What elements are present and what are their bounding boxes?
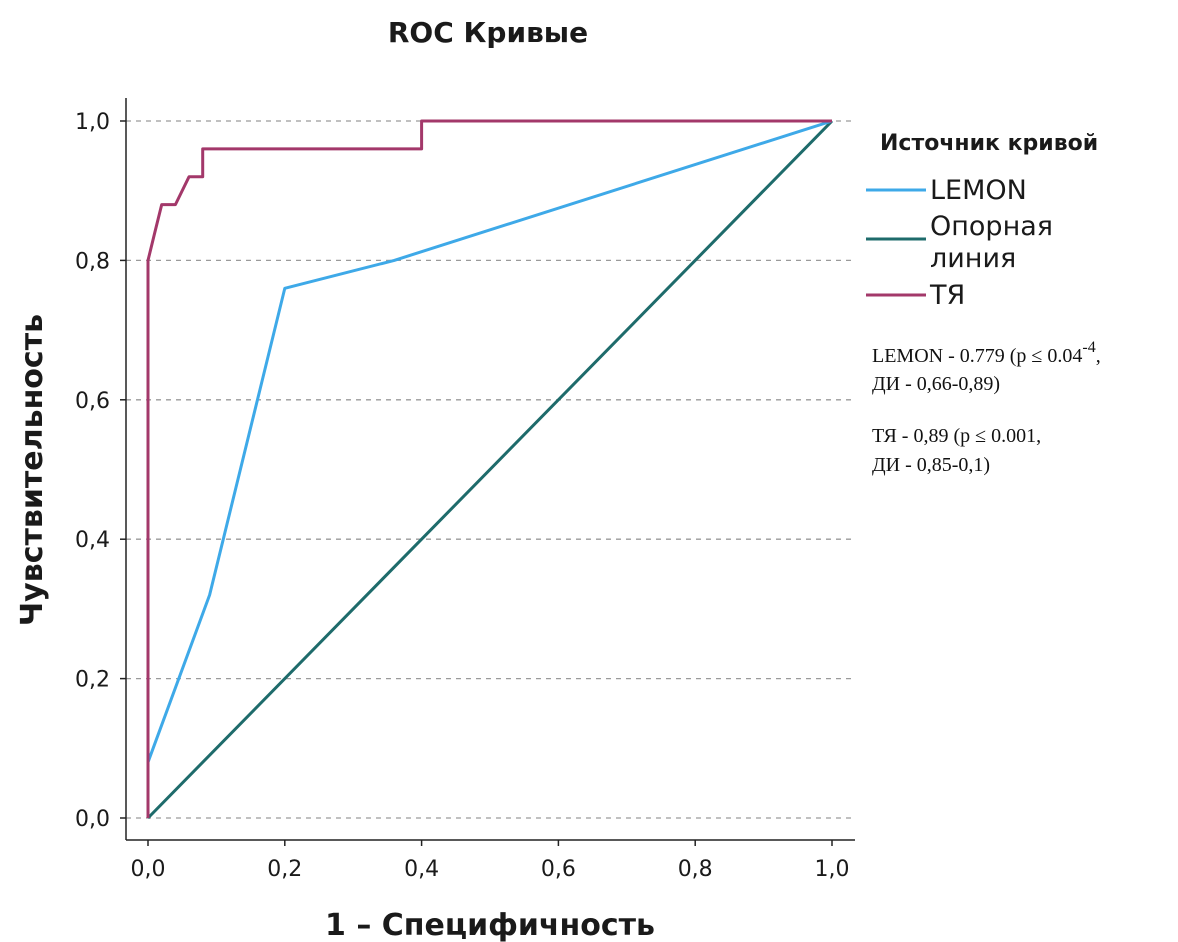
series-line-reference <box>146 119 834 820</box>
legend-label-tya: ТЯ <box>929 280 965 311</box>
y-axis-label: Чувствительность <box>15 314 50 626</box>
y-tick-label: 0,6 <box>75 389 110 414</box>
annotation-lemon-line1-end: , <box>1096 345 1101 367</box>
series-line-tya <box>146 119 832 818</box>
legend-label-lemon: LEMON <box>930 175 1027 206</box>
annotation-lemon-line2: ДИ - 0,66-0,89) <box>872 373 1000 395</box>
series-group <box>146 119 834 820</box>
legend: Источник кривой LEMON Опорная линия ТЯ <box>866 131 1098 311</box>
y-tick-label: 0,0 <box>75 807 110 832</box>
y-tick-label: 1,0 <box>75 110 110 135</box>
y-tick-label: 0,2 <box>75 668 110 693</box>
annotation-tya-line2: ДИ - 0,85-0,1) <box>872 454 990 476</box>
x-tick-label: 0,4 <box>404 857 439 882</box>
annotation-lemon: LEMON - 0.779 (p ≤ 0.04-4, ДИ - 0,66-0,8… <box>872 339 1101 395</box>
y-tick-label: 0,4 <box>75 528 110 553</box>
annotation-tya-line1: ТЯ - 0,89 (p ≤ 0.001, <box>872 425 1041 447</box>
annotation-lemon-superscript: -4 <box>1082 339 1095 356</box>
legend-title: Источник кривой <box>880 131 1098 156</box>
x-tick-label: 1,0 <box>815 857 850 882</box>
x-tick-label: 0,2 <box>267 857 302 882</box>
y-tick-group: 0,0 0,2 0,4 0,6 0,8 1,0 <box>75 110 126 832</box>
x-tick-label: 0,0 <box>131 857 166 882</box>
x-tick-label: 0,6 <box>541 857 576 882</box>
y-tick-label: 0,8 <box>75 249 110 274</box>
annotation-lemon-line1: LEMON - 0.779 (p ≤ 0.04 <box>872 345 1082 367</box>
x-axis-label: 1 – Специфичность <box>325 908 655 942</box>
annotation-tya: ТЯ - 0,89 (p ≤ 0.001, ДИ - 0,85-0,1) <box>872 425 1041 476</box>
x-tick-group: 0,0 0,2 0,4 0,6 0,8 1,0 <box>131 840 850 882</box>
svg-text:LEMON - 0.779 (p ≤ 0.04-4,: LEMON - 0.779 (p ≤ 0.04-4, <box>872 339 1101 367</box>
legend-label-reference: Опорная линия <box>930 211 1062 274</box>
chart-title: ROC Кривые <box>388 16 588 49</box>
x-tick-label: 0,8 <box>678 857 713 882</box>
